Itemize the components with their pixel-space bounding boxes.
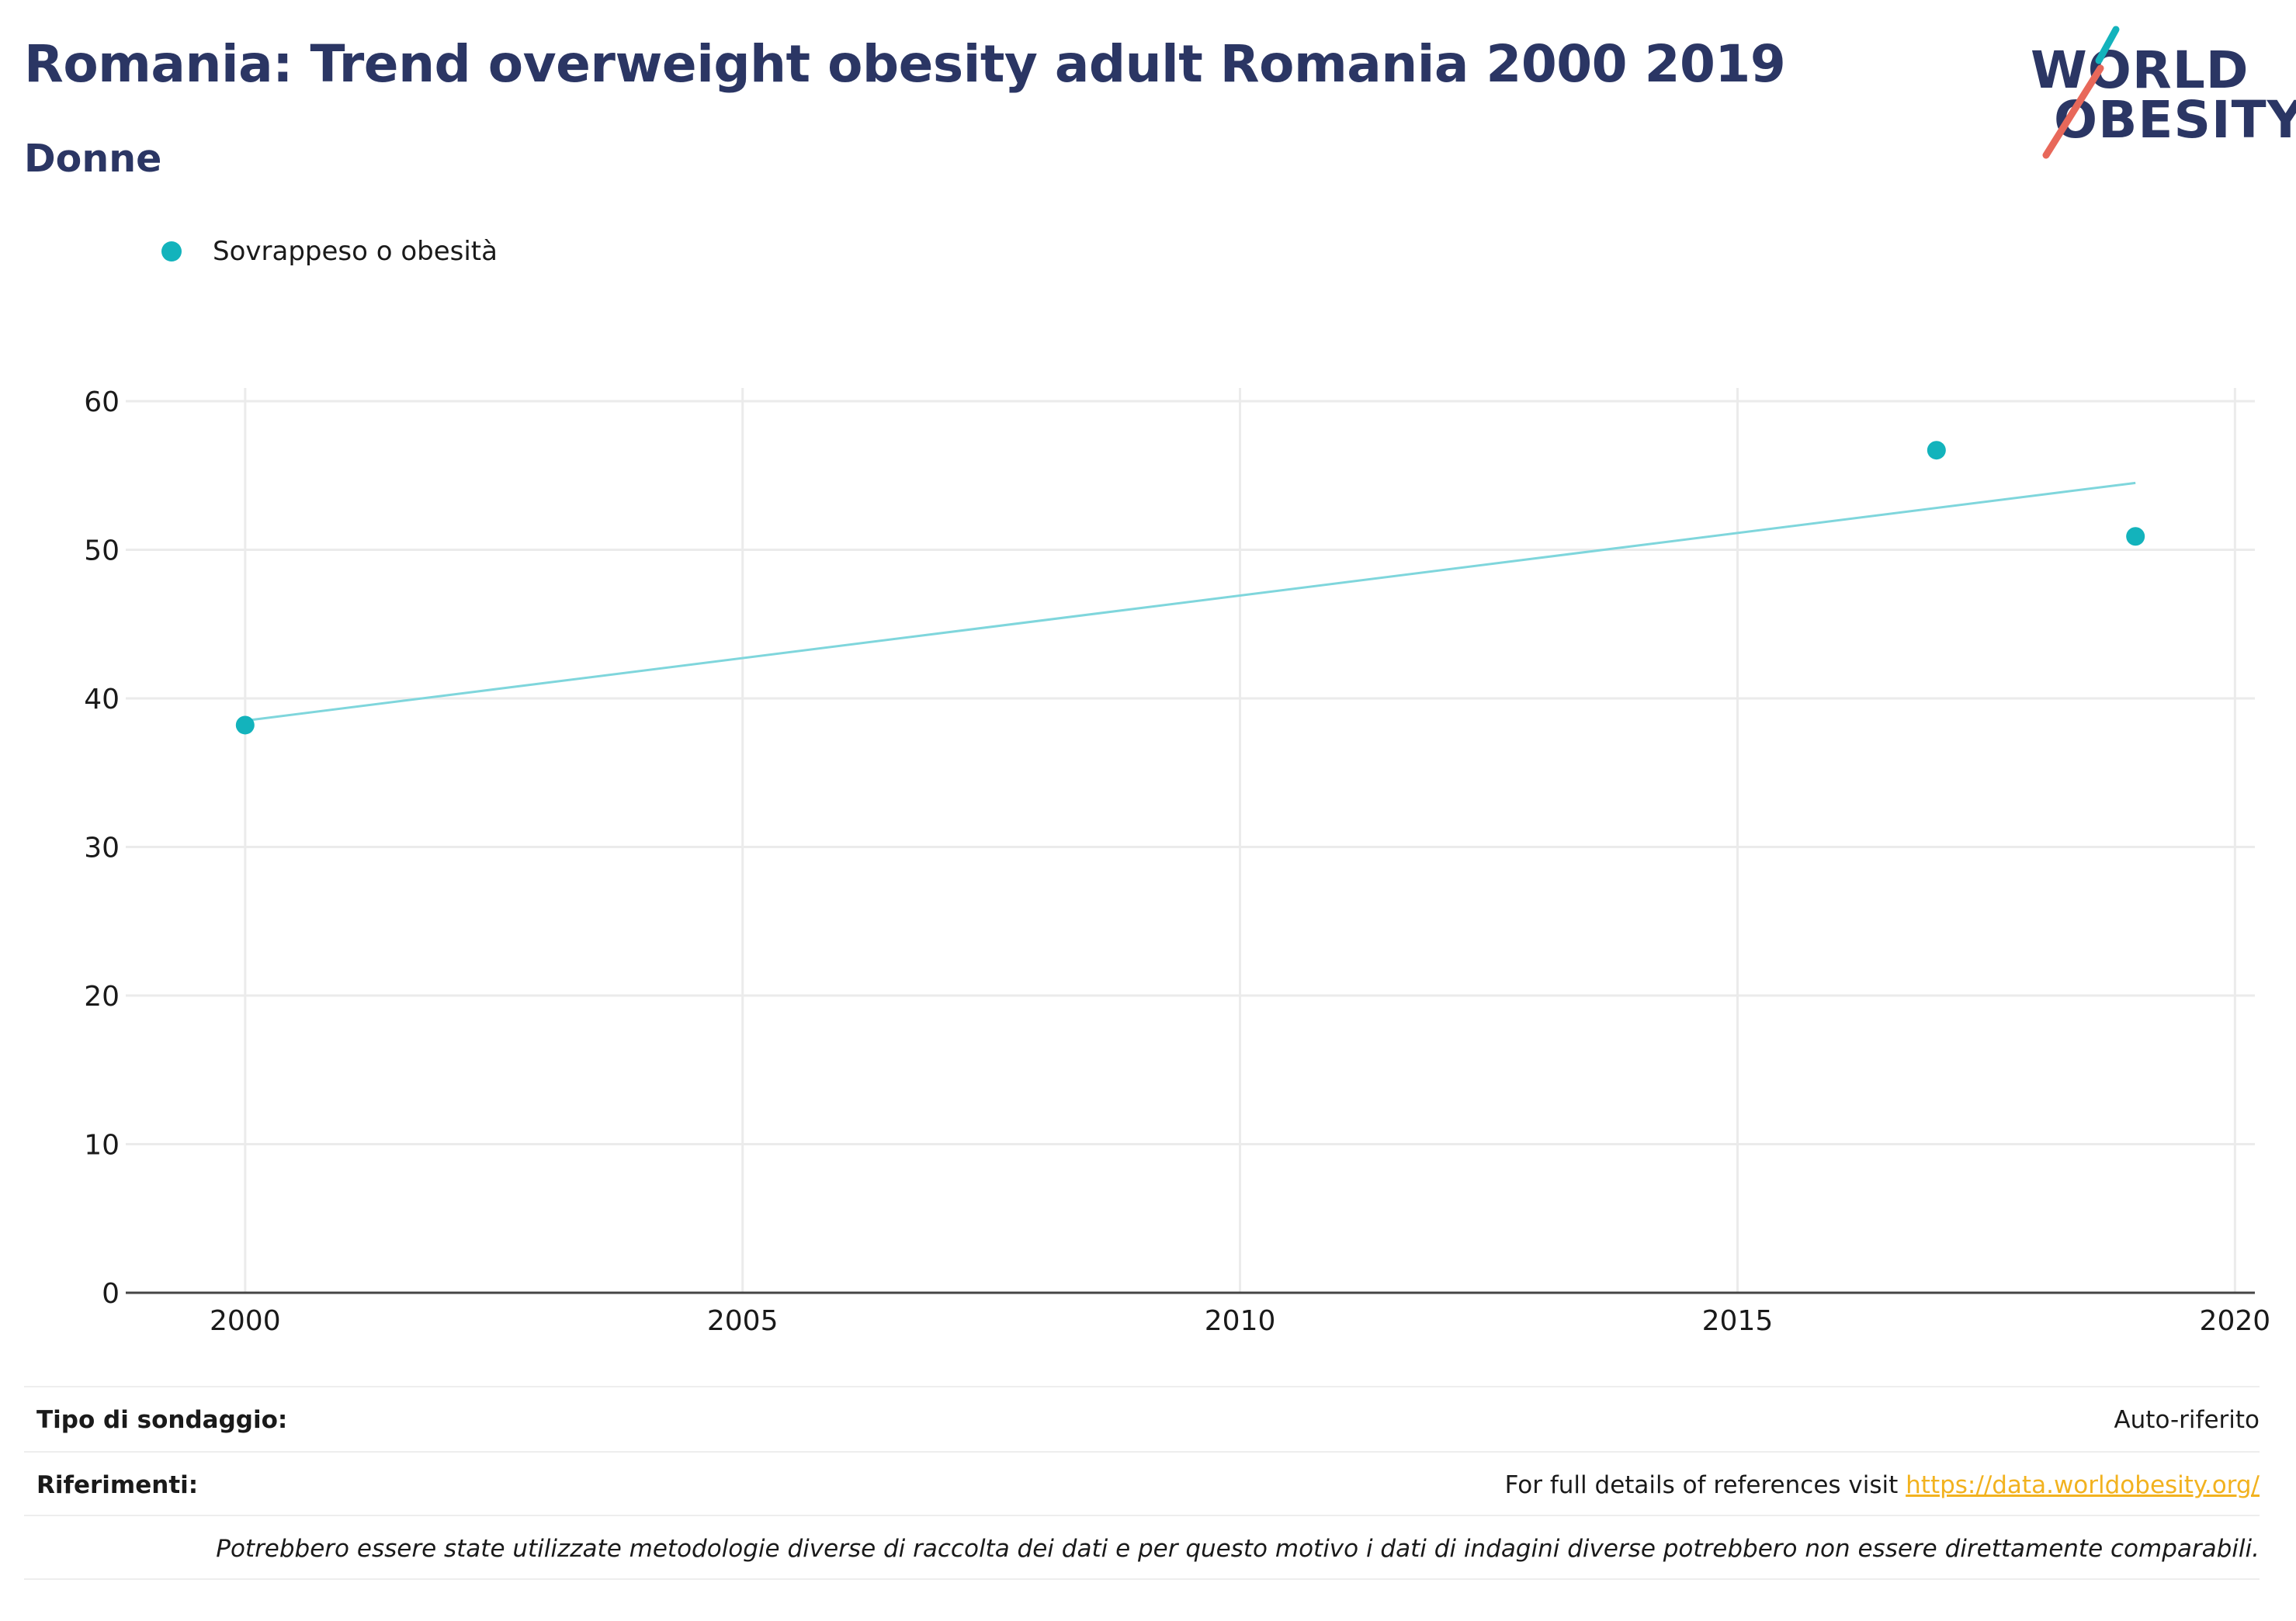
chart-axes: 0 10 20 30 40 50 60 2000 2005 2010 2015 2020 [84, 386, 2270, 1337]
y-tick-label: 30 [84, 833, 120, 864]
data-points-layer [235, 441, 2145, 735]
logo-slash-icon [2042, 26, 2120, 159]
y-tick-label: 50 [84, 535, 120, 567]
data-point [2126, 527, 2145, 546]
y-tick-label: 10 [84, 1130, 120, 1162]
world-obesity-logo[interactable]: WORLD OBESITY [2026, 23, 2296, 163]
footer-divider [24, 1386, 2260, 1387]
x-tick-label: 2010 [1205, 1305, 1276, 1337]
logo-word-obesity: OBESITY [2054, 90, 2296, 150]
disclaimer-text: Potrebbero essere state utilizzate metod… [216, 1535, 2260, 1563]
chart-subtitle: Donne [24, 137, 162, 181]
references-row: Riferimenti: For full details of referen… [24, 1451, 2260, 1516]
y-tick-label: 60 [84, 386, 120, 418]
references-label: Riferimenti: [36, 1471, 199, 1499]
legend-label: Sovrappeso o obesità [213, 236, 498, 267]
data-point [235, 715, 255, 735]
survey-type-row: Tipo di sondaggio: Auto-riferito [24, 1387, 2260, 1451]
references-link[interactable]: https://data.worldobesity.org/ [1906, 1471, 2260, 1499]
circle-marker-icon [161, 241, 182, 262]
logo-word-world: WORLD [2031, 40, 2249, 100]
y-tick-label: 40 [84, 684, 120, 715]
x-tick-label: 2005 [707, 1305, 779, 1337]
survey-type-value: Auto-riferito [2114, 1406, 2260, 1434]
footer-bottom-divider [24, 1578, 2260, 1580]
references-value: For full details of references visit htt… [1505, 1471, 2260, 1499]
y-tick-label: 0 [102, 1278, 120, 1310]
survey-type-label: Tipo di sondaggio: [36, 1406, 288, 1434]
data-point [1927, 441, 1946, 460]
references-text: For full details of references visit [1504, 1471, 1906, 1499]
y-tick-label: 20 [84, 981, 120, 1013]
chart-legend[interactable]: Sovrappeso o obesità [161, 234, 498, 268]
chart-plot: 0 10 20 30 40 50 60 2000 2005 2010 2015 2020 [84, 386, 2270, 1337]
trendline [245, 481, 2136, 722]
x-tick-label: 2015 [1702, 1305, 1774, 1337]
x-tick-label: 2000 [210, 1305, 281, 1337]
trendline-layer [245, 481, 2136, 722]
disclaimer-row: Potrebbero essere state utilizzate metod… [24, 1515, 2260, 1580]
chart-title: Romania: Trend overweight obesity adult … [24, 34, 1786, 94]
x-tick-label: 2020 [2200, 1305, 2271, 1337]
chart-grid [126, 388, 2255, 1293]
